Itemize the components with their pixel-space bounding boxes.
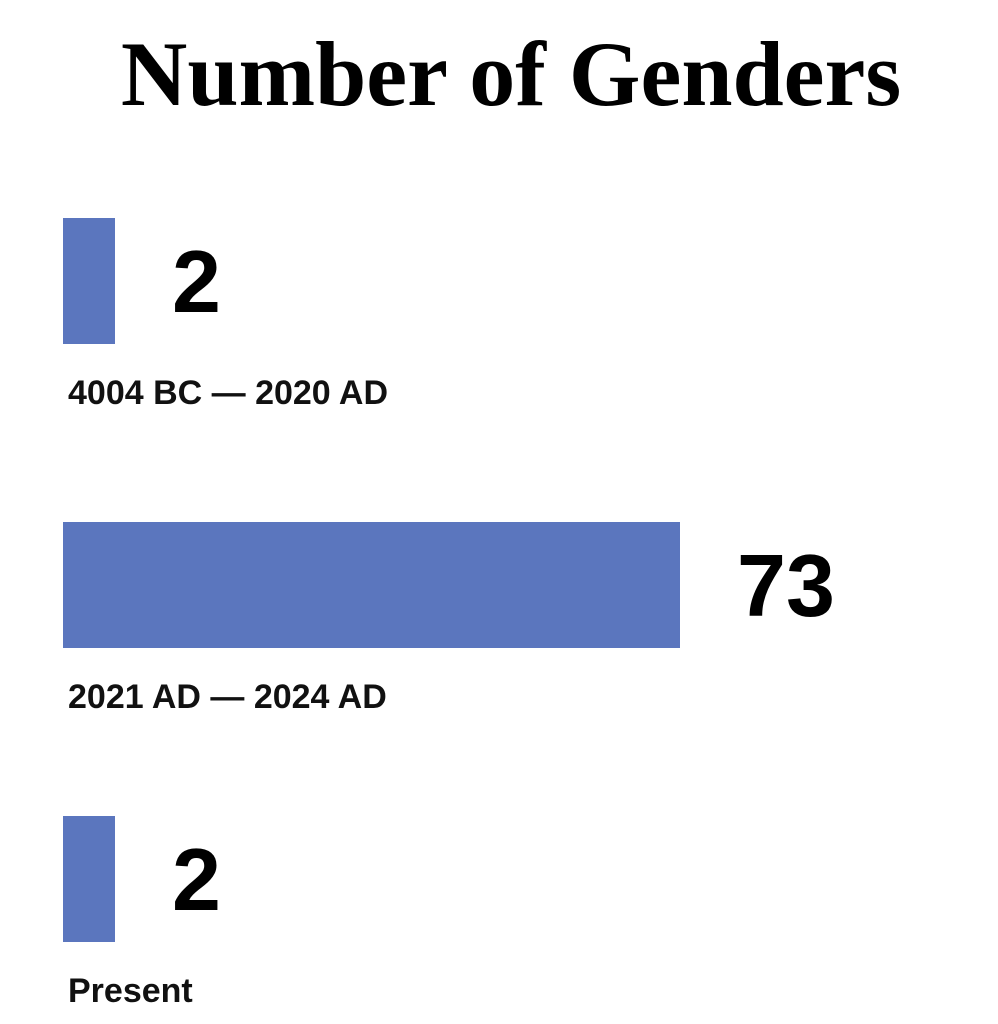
category-label-1: 4004 BC — 2020 AD <box>68 374 388 412</box>
bars-group: 2 4004 BC — 2020 AD 73 2021 AD — 2024 AD 2 Pr… <box>63 218 835 1010</box>
category-label-2: 2021 AD — 2024 AD <box>68 678 387 716</box>
bar-1 <box>63 218 115 344</box>
value-label-3: 2 <box>172 830 221 929</box>
bar-3 <box>63 816 115 942</box>
bar-2 <box>63 522 680 648</box>
value-label-2: 73 <box>737 536 835 635</box>
value-label-1: 2 <box>172 232 221 331</box>
category-label-3: Present <box>68 972 193 1010</box>
chart-title: Number of Genders <box>121 23 901 125</box>
